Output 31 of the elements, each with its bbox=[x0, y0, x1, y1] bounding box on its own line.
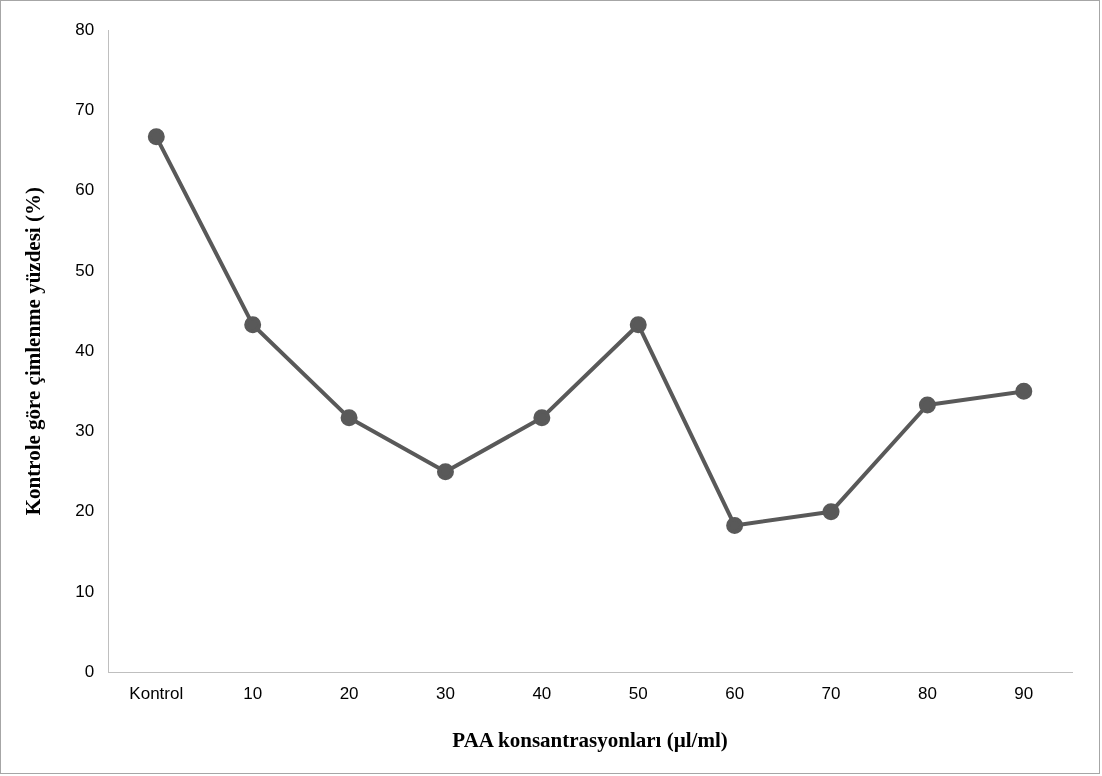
point bbox=[340, 409, 358, 427]
x-tick-label: 60 bbox=[725, 684, 745, 704]
point bbox=[918, 396, 936, 414]
y-tick-label: 80 bbox=[75, 19, 95, 39]
y-tick-label: 70 bbox=[75, 99, 95, 119]
point bbox=[533, 409, 551, 427]
y-tick-label: 60 bbox=[75, 180, 95, 200]
x-tick-label: 20 bbox=[339, 684, 359, 704]
x-tick-label: 40 bbox=[532, 684, 552, 704]
x-tick-label: 80 bbox=[917, 684, 937, 704]
y-tick-label: 0 bbox=[84, 662, 95, 682]
x-tick-label: 30 bbox=[436, 684, 455, 704]
y-tick-label: 40 bbox=[75, 340, 95, 360]
point bbox=[629, 316, 647, 334]
y-tick-label: 20 bbox=[75, 501, 95, 521]
x-tick-label: 90 bbox=[1014, 684, 1034, 704]
y-tick-label: 50 bbox=[75, 260, 95, 280]
x-tick-label: Kontrol bbox=[129, 684, 184, 704]
x-tick-label: 70 bbox=[821, 684, 841, 704]
point bbox=[726, 516, 744, 534]
point bbox=[1015, 382, 1033, 400]
point bbox=[147, 128, 165, 146]
point bbox=[436, 463, 454, 481]
y-axis-title: Kontrole göre çimlenme yüzdesi (%) bbox=[21, 187, 46, 516]
x-axis-title: PAA konsantrasyonları (µl/ml) bbox=[452, 727, 728, 752]
y-tick-label: 30 bbox=[75, 421, 95, 441]
x-tick-label: 10 bbox=[243, 684, 263, 704]
x-tick-label: 50 bbox=[628, 684, 648, 704]
point bbox=[244, 316, 262, 334]
y-tick-label: 10 bbox=[75, 581, 95, 601]
point bbox=[822, 503, 840, 521]
